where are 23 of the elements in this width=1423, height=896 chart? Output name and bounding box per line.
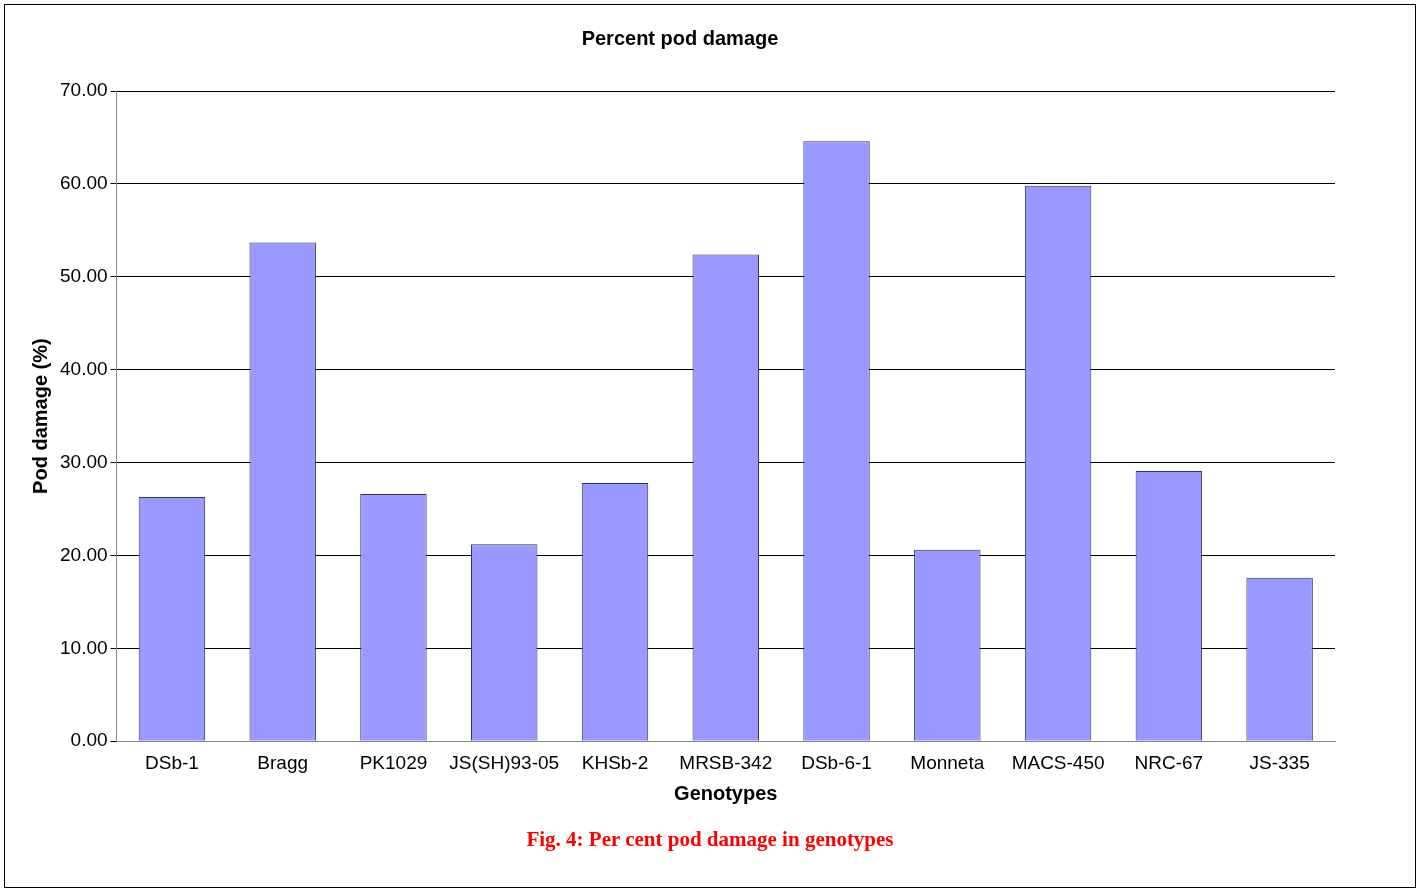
y-tick-label: 30.00 bbox=[60, 450, 108, 472]
y-tick-label: 40.00 bbox=[60, 357, 108, 379]
x-tick-label: DSb-6-1 bbox=[801, 751, 872, 773]
x-tick-label: MACS-450 bbox=[1011, 751, 1105, 773]
chart-title: Percent pod damage bbox=[581, 26, 779, 49]
y-tick-label: 50.00 bbox=[60, 265, 108, 287]
y-tick-label: 0.00 bbox=[70, 729, 108, 751]
x-tick-label: JS-335 bbox=[1249, 751, 1310, 773]
x-axis-title: Genotypes bbox=[674, 781, 778, 804]
x-tick-label: KHSb-2 bbox=[581, 751, 649, 773]
y-tick-label: 70.00 bbox=[60, 79, 108, 101]
y-tick-label: 20.00 bbox=[60, 543, 108, 565]
x-tick-label: Bragg bbox=[257, 751, 309, 773]
x-tick-label: PK1029 bbox=[359, 751, 428, 773]
x-tick-label: NRC-67 bbox=[1134, 751, 1204, 773]
x-tick-label: DSb-1 bbox=[145, 751, 199, 773]
caption: Fig. 4: Per cent pod damage in genotypes bbox=[525, 827, 895, 852]
y-tick-label: 60.00 bbox=[60, 172, 108, 194]
y-axis-title: Pod damage (%) bbox=[28, 338, 51, 494]
x-tick-label: MRSB-342 bbox=[679, 751, 773, 773]
y-tick-label: 10.00 bbox=[60, 636, 108, 658]
x-tick-label: JS(SH)93-05 bbox=[449, 751, 560, 773]
x-tick-label: Monneta bbox=[910, 751, 985, 773]
